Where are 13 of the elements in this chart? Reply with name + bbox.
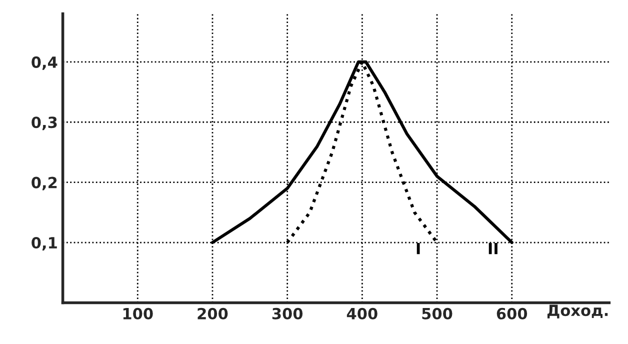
x-tick-label: 200	[198, 308, 228, 320]
y-tick-label: 0,3	[32, 116, 57, 130]
x-tick-label: 100	[123, 308, 153, 320]
x-tick-label: 600	[496, 308, 528, 320]
y-tick-label: 0,4	[32, 56, 58, 70]
series-label: I	[416, 242, 420, 254]
y-tick-label: 0,2	[32, 176, 57, 190]
series-label: II	[488, 242, 498, 254]
x-tick-label: 500	[422, 308, 452, 320]
x-tick-label: 300	[272, 308, 303, 320]
x-axis-title: Доход.	[547, 304, 608, 318]
y-tick-label: 0,1	[32, 236, 57, 250]
x-tick-label: 400	[346, 308, 378, 320]
